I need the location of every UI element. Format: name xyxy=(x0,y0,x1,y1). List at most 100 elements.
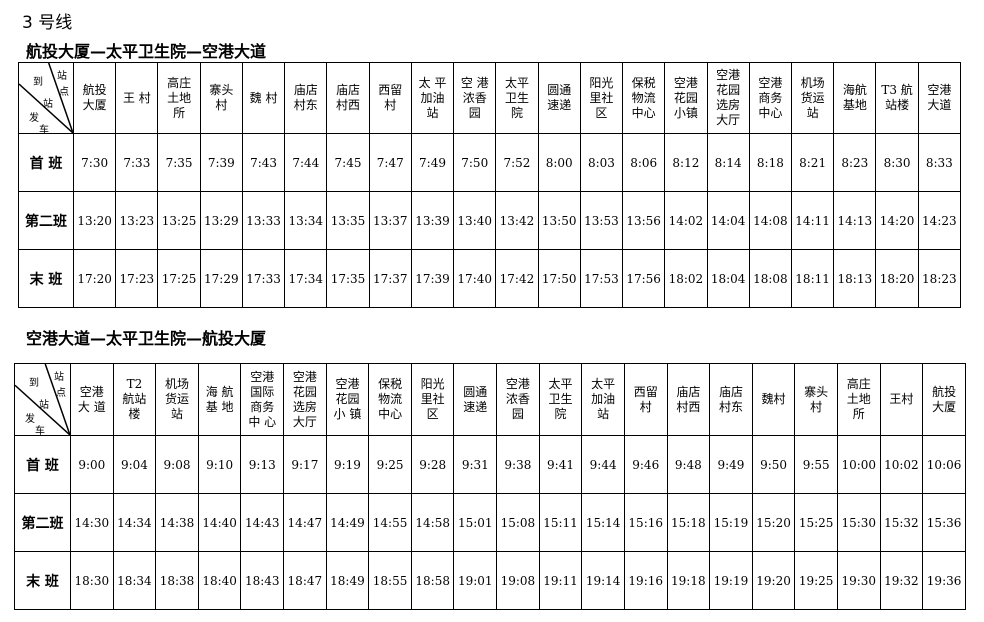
time-cell: 18:38 xyxy=(155,551,199,610)
time-cell: 18:58 xyxy=(410,551,455,610)
time-cell: 17:23 xyxy=(115,249,159,308)
time-cell: 9:08 xyxy=(155,435,199,494)
station-header: T2 航站 楼 xyxy=(112,363,157,436)
station-header: 庙店 村东 xyxy=(709,363,753,436)
corner-header-cell: 站点到站发车 xyxy=(18,62,74,136)
station-header: 空港 花园 小 镇 xyxy=(325,363,370,436)
time-cell: 18:04 xyxy=(706,249,750,308)
timetable-outbound: 站点到站发车航投 大厦王 村高庄 土地 所寨头 村魏 村庙店 村东 庙店 村西 西留… xyxy=(18,62,962,308)
time-cell: 18:02 xyxy=(664,249,708,308)
time-cell: 8:06 xyxy=(622,133,666,192)
time-cell: 9:50 xyxy=(751,435,796,494)
time-cell: 9:25 xyxy=(368,435,412,494)
corner-label: 站 xyxy=(39,400,49,411)
station-header: 魏村 xyxy=(751,363,796,436)
table-row: 末 班 18:30 18:34 18:38 18:40 18:43 18:47 18:49 18… xyxy=(14,551,966,610)
time-cell: 13:56 xyxy=(622,191,666,250)
time-cell: 9:41 xyxy=(538,435,583,494)
station-header: 空港 花园 小镇 xyxy=(664,62,708,134)
time-cell: 13:29 xyxy=(199,191,243,250)
time-cell: 8:00 xyxy=(537,133,581,192)
time-cell: 19:25 xyxy=(794,551,838,610)
station-header: 空港 花园 选房 大厅 xyxy=(706,62,750,134)
station-header: 阳光 里社 区 xyxy=(579,62,624,134)
station-header: 机场 货运 站 xyxy=(790,62,835,134)
time-cell: 13:25 xyxy=(157,191,201,250)
time-cell: 14:49 xyxy=(325,493,370,552)
time-cell: 9:13 xyxy=(240,435,285,494)
time-cell: 18:20 xyxy=(875,249,919,308)
time-cell: 15:20 xyxy=(751,493,796,552)
time-cell: 8:18 xyxy=(748,133,792,192)
time-cell: 17:42 xyxy=(495,249,539,308)
time-cell: 17:35 xyxy=(326,249,370,308)
station-header: 高庄 土地 所 xyxy=(157,62,201,134)
time-cell: 13:20 xyxy=(72,191,117,250)
time-cell: 8:12 xyxy=(664,133,708,192)
time-cell: 7:43 xyxy=(241,133,286,192)
time-cell: 19:11 xyxy=(538,551,583,610)
time-cell: 13:34 xyxy=(284,191,328,250)
time-cell: 14:04 xyxy=(706,191,750,250)
time-cell: 17:39 xyxy=(410,249,455,308)
time-cell: 19:20 xyxy=(751,551,796,610)
station-header: 寨头 村 xyxy=(199,62,243,134)
time-cell: 17:34 xyxy=(284,249,328,308)
time-cell: 18:55 xyxy=(368,551,412,610)
time-cell: 9:44 xyxy=(581,435,625,494)
time-cell: 17:33 xyxy=(241,249,286,308)
time-cell: 19:30 xyxy=(836,551,881,610)
time-cell: 18:40 xyxy=(197,551,242,610)
corner-label: 站 xyxy=(57,71,67,82)
station-header: 庙店 村西 xyxy=(666,363,711,436)
time-cell: 18:23 xyxy=(917,249,962,308)
time-cell: 14:58 xyxy=(410,493,455,552)
time-cell: 9:49 xyxy=(709,435,753,494)
station-header: T3 航 站楼 xyxy=(875,62,919,134)
table-2-subtitle: 空港大道—太平卫生院—航投大厦 xyxy=(26,329,267,348)
time-cell: 18:11 xyxy=(790,249,835,308)
time-cell: 13:40 xyxy=(453,191,497,250)
diagonal-lines xyxy=(15,364,70,435)
station-header: 太平 加油 站 xyxy=(581,363,625,436)
time-cell: 8:14 xyxy=(706,133,750,192)
corner-header-cell: 站点到站发车 xyxy=(14,363,71,437)
time-cell: 17:25 xyxy=(157,249,201,308)
time-cell: 14:13 xyxy=(833,191,877,250)
time-cell: 14:38 xyxy=(155,493,199,552)
time-cell: 19:32 xyxy=(879,551,924,610)
corner-label: 车 xyxy=(39,125,49,136)
corner-label: 点 xyxy=(56,388,66,399)
time-cell: 15:19 xyxy=(709,493,753,552)
time-cell: 19:08 xyxy=(496,551,540,610)
time-cell: 7:45 xyxy=(326,133,370,192)
time-cell: 9:46 xyxy=(623,435,668,494)
time-cell: 8:33 xyxy=(917,133,962,192)
time-cell: 15:18 xyxy=(666,493,711,552)
station-header: 航投 大厦 xyxy=(72,62,117,134)
station-header: 阳光 里社 区 xyxy=(410,363,455,436)
corner-label: 站 xyxy=(54,372,64,383)
station-header: 空港 商务 中心 xyxy=(748,62,792,134)
time-cell: 7:44 xyxy=(284,133,328,192)
time-cell: 13:42 xyxy=(495,191,539,250)
row-label: 首 班 xyxy=(18,133,74,192)
row-label: 首 班 xyxy=(14,435,71,494)
time-cell: 18:30 xyxy=(70,551,114,610)
time-cell: 14:23 xyxy=(917,191,962,250)
time-cell: 19:14 xyxy=(581,551,625,610)
time-cell: 8:30 xyxy=(875,133,919,192)
time-cell: 13:53 xyxy=(579,191,624,250)
time-cell: 13:33 xyxy=(241,191,286,250)
time-cell: 9:31 xyxy=(453,435,498,494)
time-cell: 10:06 xyxy=(922,435,966,494)
corner-label: 车 xyxy=(35,426,45,437)
time-cell: 19:16 xyxy=(623,551,668,610)
table-1-subtitle: 航投大厦—太平卫生院—空港大道 xyxy=(26,42,267,61)
time-cell: 10:02 xyxy=(879,435,924,494)
time-cell: 15:36 xyxy=(922,493,966,552)
station-header: 王村 xyxy=(879,363,924,436)
station-header: 圆通 速递 xyxy=(453,363,498,436)
row-label: 第二班 xyxy=(14,493,71,552)
time-cell: 15:08 xyxy=(496,493,540,552)
